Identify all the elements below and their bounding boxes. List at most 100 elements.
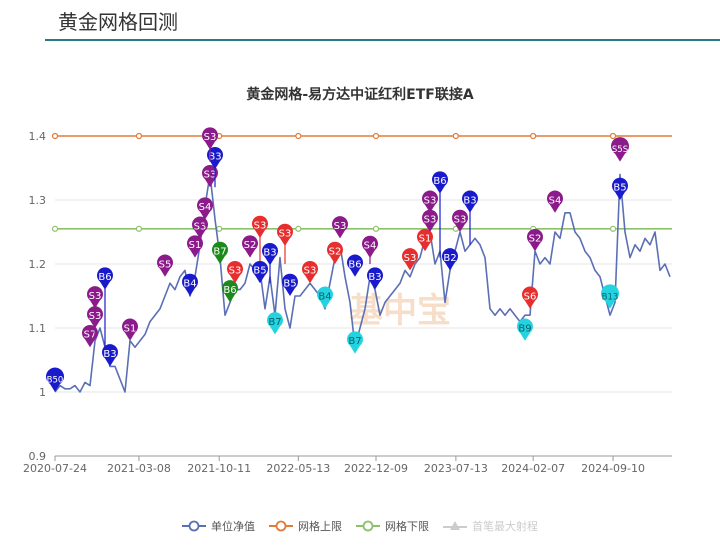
x-tick-label: 2024-02-07 [501, 462, 565, 475]
trade-marker-s2: S2 [527, 228, 543, 252]
trade-marker-b2: B2 [442, 248, 458, 271]
x-tick-label: 2022-05-13 [266, 462, 330, 475]
trade-marker-pin [527, 228, 543, 252]
legend-label: 网格下限 [385, 520, 429, 533]
trade-marker-label: S3 [424, 195, 437, 206]
upper-limit-line-point [530, 132, 537, 140]
trade-marker-pin [46, 367, 64, 392]
x-tick-label: 2021-10-11 [187, 462, 251, 475]
trade-marker-pin [282, 273, 298, 296]
upper-limit-line-point [452, 132, 459, 140]
trade-marker-b3: B3 [462, 190, 478, 245]
nav-series-line [54, 173, 671, 393]
trade-marker-pin [212, 241, 229, 264]
trade-marker-s4: S4 [547, 190, 563, 213]
trade-marker-label: B7 [213, 247, 226, 258]
trade-marker-pin [452, 209, 468, 232]
trade-marker-pin [517, 318, 533, 341]
trade-marker-b50: B50 [46, 367, 64, 392]
y-tick-label: 1 [39, 386, 46, 399]
trade-marker-label: B6 [223, 285, 236, 296]
trade-marker-pin [182, 273, 198, 296]
trade-marker-b5: B5 [252, 260, 268, 284]
trade-marker-pin [197, 197, 213, 220]
trade-marker-label: B6 [433, 176, 446, 187]
trade-marker-pin [242, 235, 258, 258]
lower-limit-line-point [295, 225, 302, 232]
upper-limit-line-point [135, 132, 143, 140]
legend-item-range[interactable]: 首笔最大射程 [443, 518, 538, 534]
trade-marker-b3: B3 [367, 267, 383, 290]
trade-marker-pin [332, 216, 348, 239]
trade-marker-s5: S5 [157, 254, 173, 277]
trade-marker-pin [417, 228, 433, 252]
lower-limit-line-point [135, 225, 143, 232]
trade-marker-b3: B3 [102, 344, 118, 367]
trade-marker-s3: S3 [202, 164, 218, 188]
trade-marker-s3: S3 [202, 127, 218, 162]
y-tick-label: 1.2 [29, 258, 47, 271]
trade-marker-s3: S3 [252, 215, 268, 264]
trade-marker-pin [122, 318, 138, 341]
trade-marker-label: S3 [404, 253, 417, 264]
trade-marker-s1: S1 [187, 235, 203, 258]
trade-marker-label: S3 [204, 170, 217, 181]
trade-marker-b4: B4 [317, 286, 333, 309]
legend-symbol-icon [269, 520, 293, 532]
trade-marker-s6: S6 [522, 286, 538, 309]
trade-marker-b13: B13 [600, 284, 619, 309]
trade-marker-label: S5 [159, 259, 172, 270]
trade-marker-label: S1 [419, 234, 432, 245]
trade-marker-label: S5S [612, 145, 628, 155]
trade-marker-b7: B7 [347, 331, 363, 354]
trade-marker-label: B3 [208, 152, 221, 163]
trade-marker-s2: S2 [327, 241, 343, 264]
y-tick-label: 1.4 [29, 130, 47, 143]
trade-marker-s3: S3 [302, 260, 318, 284]
trade-marker-b6: B6 [432, 171, 448, 258]
trade-marker-label: S2 [329, 247, 342, 258]
trade-marker-label: B3 [368, 272, 381, 283]
trade-marker-s3: S3 [86, 286, 103, 319]
trade-marker-pin [252, 260, 268, 284]
trade-marker-pin [86, 286, 103, 309]
x-tick-label: 2024-09-10 [581, 462, 645, 475]
legend-label: 首笔最大射程 [472, 520, 538, 533]
trade-marker-label: S3 [89, 291, 102, 302]
trade-marker-pin [327, 241, 343, 264]
trade-marker-label: B5 [613, 183, 626, 194]
trade-marker-label: S1 [124, 323, 137, 334]
trade-marker-pin [267, 312, 283, 335]
trade-marker-pin [422, 209, 438, 232]
legend-item-nav[interactable]: 单位净值 [182, 518, 255, 534]
trade-marker-label: B7 [268, 317, 281, 328]
trade-marker-pin [222, 280, 238, 303]
trade-marker-pin [192, 216, 208, 239]
y-tick-label: 1.1 [29, 322, 47, 335]
trade-marker-label: S3 [279, 229, 292, 240]
trade-marker-pin [442, 248, 458, 271]
trade-marker-pin [362, 235, 378, 258]
lower-limit-line-point [609, 225, 617, 232]
trade-marker-label: B9 [518, 323, 531, 334]
trade-marker-pin [402, 248, 418, 271]
page-title: 黄金网格回测 [58, 10, 178, 34]
trade-marker-label: B5 [283, 279, 296, 290]
trade-marker-label: B7 [348, 336, 361, 347]
trade-marker-pin [262, 242, 278, 266]
trade-marker-pin [187, 235, 203, 258]
trade-marker-s3: S3 [332, 216, 348, 239]
trade-marker-s3: S3 [422, 190, 438, 213]
trade-marker-s2: S2 [242, 235, 258, 258]
legend-item-upper[interactable]: 网格上限 [269, 518, 342, 534]
x-tick-label: 2021-03-08 [107, 462, 171, 475]
trade-marker-pin [202, 127, 218, 150]
trade-marker-s3: S3 [402, 248, 418, 271]
trade-marker-pin [522, 286, 538, 309]
trade-marker-label: S4 [549, 195, 562, 206]
legend-item-lower[interactable]: 网格下限 [356, 518, 429, 534]
trade-marker-pin [102, 344, 118, 367]
trade-marker-b6: B6 [347, 254, 363, 277]
trade-marker-label: B3 [103, 349, 116, 360]
trade-marker-label: S3 [229, 266, 242, 277]
